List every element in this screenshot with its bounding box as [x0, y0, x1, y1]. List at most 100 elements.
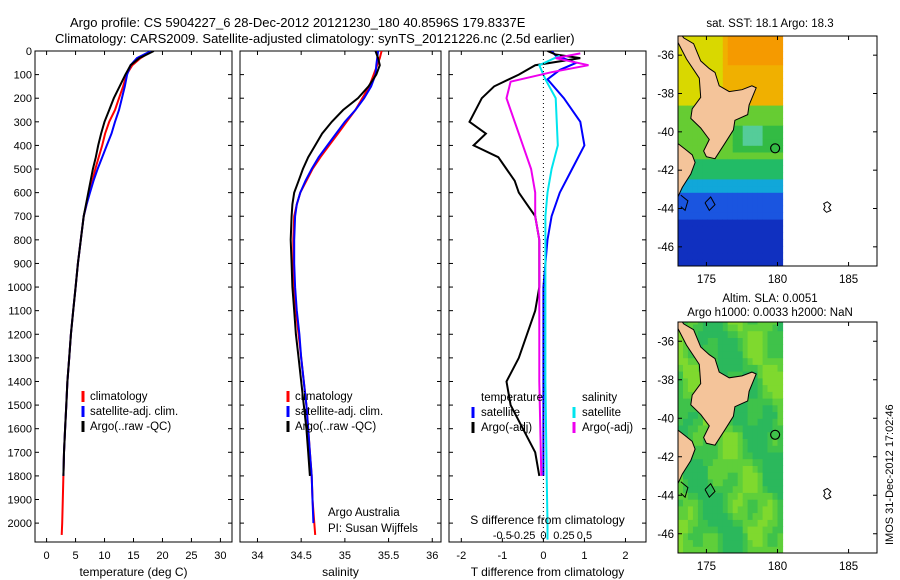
data-cell — [777, 438, 784, 446]
data-cell — [737, 330, 744, 338]
data-cell — [767, 398, 774, 406]
depth-tick-label: 1600 — [8, 424, 32, 436]
data-cell — [752, 232, 759, 240]
data-cell — [702, 165, 709, 173]
data-cell — [737, 505, 744, 514]
data-cell — [742, 499, 749, 507]
data-cell — [747, 111, 754, 119]
data-cell — [692, 532, 699, 541]
x-tick-label: 35 — [339, 550, 351, 562]
data-cell — [732, 138, 739, 146]
data-cell — [767, 212, 774, 220]
data-cell — [737, 512, 744, 520]
data-cell — [683, 245, 689, 254]
data-cell — [772, 398, 779, 406]
data-cell — [747, 337, 754, 345]
data-cell — [772, 438, 779, 446]
data-cell — [717, 519, 724, 527]
data-cell — [777, 259, 784, 266]
data-cell — [727, 64, 734, 72]
data-cell — [717, 445, 724, 453]
data-cell — [772, 105, 779, 113]
data-cell — [692, 485, 699, 493]
data-cell — [727, 485, 734, 493]
data-cell — [717, 259, 724, 266]
data-cell — [767, 519, 774, 527]
data-cell — [747, 425, 754, 433]
data-cell — [712, 205, 719, 213]
data-cell — [762, 357, 769, 365]
data-cell — [727, 84, 734, 93]
data-cell — [747, 71, 754, 79]
depth-tick-label: 1700 — [8, 447, 32, 459]
data-cell — [707, 219, 714, 227]
data-cell — [772, 519, 779, 527]
data-cell — [722, 178, 729, 187]
data-cell — [712, 232, 719, 240]
data-cell — [747, 512, 754, 520]
data-cell — [777, 64, 784, 72]
data-cell — [777, 205, 784, 213]
data-cell — [767, 178, 774, 187]
data-cell — [747, 239, 754, 247]
data-cell — [767, 371, 774, 379]
data-cell — [712, 350, 719, 359]
data-cell — [727, 418, 734, 426]
depth-tick-label: 0 — [26, 46, 32, 58]
plot-frame — [448, 50, 647, 543]
chatham-islands-outline-icon — [823, 201, 832, 213]
data-cell — [727, 51, 734, 59]
data-cell — [737, 458, 744, 466]
data-cell — [747, 364, 754, 372]
data-cell — [752, 36, 759, 39]
data-cell — [747, 546, 754, 553]
data-cell — [722, 36, 729, 39]
map-x-tick-label: 185 — [839, 561, 858, 573]
data-cell — [757, 539, 764, 547]
data-cell — [737, 451, 744, 460]
data-cell — [757, 165, 764, 173]
data-cell — [767, 105, 774, 113]
data-cell — [722, 330, 729, 338]
data-cell — [707, 158, 714, 166]
data-cell — [757, 212, 764, 220]
data-cell — [747, 357, 754, 365]
data-cell — [717, 330, 724, 338]
data-cell — [707, 505, 714, 514]
data-cell — [727, 532, 734, 541]
data-cell — [702, 323, 709, 332]
data-cell — [717, 239, 724, 247]
data-cell — [772, 84, 779, 93]
depth-contour — [680, 481, 689, 499]
data-cell — [732, 145, 739, 153]
data-cell — [732, 404, 739, 413]
data-cell — [767, 445, 774, 453]
data-cell — [697, 539, 704, 547]
data-cell — [707, 526, 714, 534]
data-cell — [702, 219, 709, 227]
data-cell — [722, 451, 729, 460]
data-cell — [742, 145, 749, 153]
series-line — [468, 51, 581, 477]
data-cell — [777, 546, 784, 553]
data-cell — [737, 225, 744, 233]
data-cell — [742, 37, 749, 46]
data-cell — [762, 71, 769, 79]
data-cell — [752, 485, 759, 493]
data-cell — [697, 158, 704, 166]
data-cell — [777, 91, 784, 99]
data-cell — [742, 445, 749, 453]
data-cell — [722, 322, 729, 325]
data-cell — [692, 499, 699, 507]
temperature-panel: 0100200300400500600700800900100011001200… — [8, 46, 233, 579]
x-axis-label: T difference from climatology — [471, 565, 625, 579]
data-cell — [687, 425, 694, 433]
data-cell — [732, 192, 739, 200]
data-cell — [712, 259, 719, 266]
data-cell — [752, 165, 759, 173]
data-cell — [683, 344, 689, 352]
data-cell — [732, 37, 739, 46]
data-cell — [762, 118, 769, 126]
data-cell — [777, 192, 784, 200]
data-cell — [757, 185, 764, 193]
